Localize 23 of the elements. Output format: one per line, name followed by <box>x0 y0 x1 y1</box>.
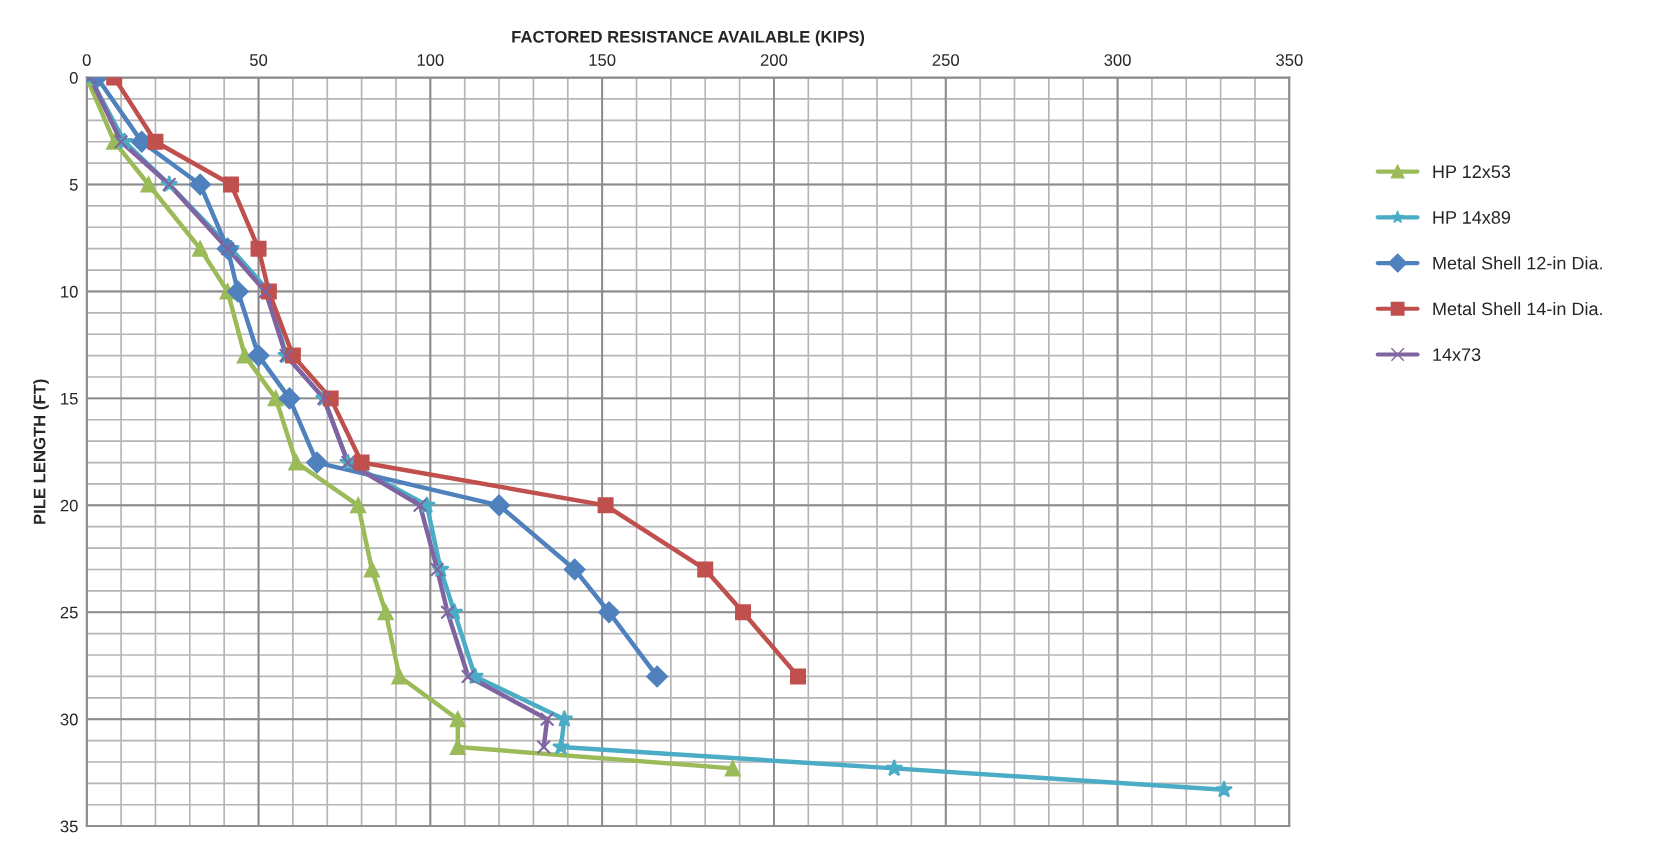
x-tick-label: 150 <box>589 54 616 66</box>
x-tick-label: 0 <box>82 54 91 66</box>
y-tick-label: 0 <box>69 71 78 84</box>
y-tick-label: 10 <box>61 285 78 298</box>
x-tick-label: 200 <box>760 54 788 66</box>
legend-label: HP 14x89 <box>1433 211 1511 224</box>
y-tick-label: 30 <box>60 713 78 726</box>
x-tick-label: 100 <box>417 54 444 66</box>
x-tick-label: 300 <box>1104 54 1131 66</box>
legend-label: Metal Shell 12-in Dia. <box>1433 256 1602 270</box>
x-axis-title: FACTORED RESISTANCE AVAILABLE (KIPS) <box>512 30 865 47</box>
y-axis-title: PILE LENGTH (FT) <box>33 379 49 524</box>
x-tick-label: 250 <box>932 54 960 66</box>
y-tick-label: 5 <box>69 179 78 191</box>
legend-label: HP 12x53 <box>1433 165 1511 179</box>
x-tick-label: 350 <box>1276 54 1303 66</box>
legend-label: Metal Shell 14-in Dia. <box>1433 302 1602 316</box>
y-tick-label: 25 <box>60 606 78 619</box>
x-tick-label: 50 <box>249 54 268 66</box>
y-tick-label: 20 <box>60 499 78 512</box>
y-tick-label: 35 <box>60 820 78 833</box>
y-tick-label: 15 <box>61 392 78 405</box>
legend-label: 14x73 <box>1433 348 1481 361</box>
